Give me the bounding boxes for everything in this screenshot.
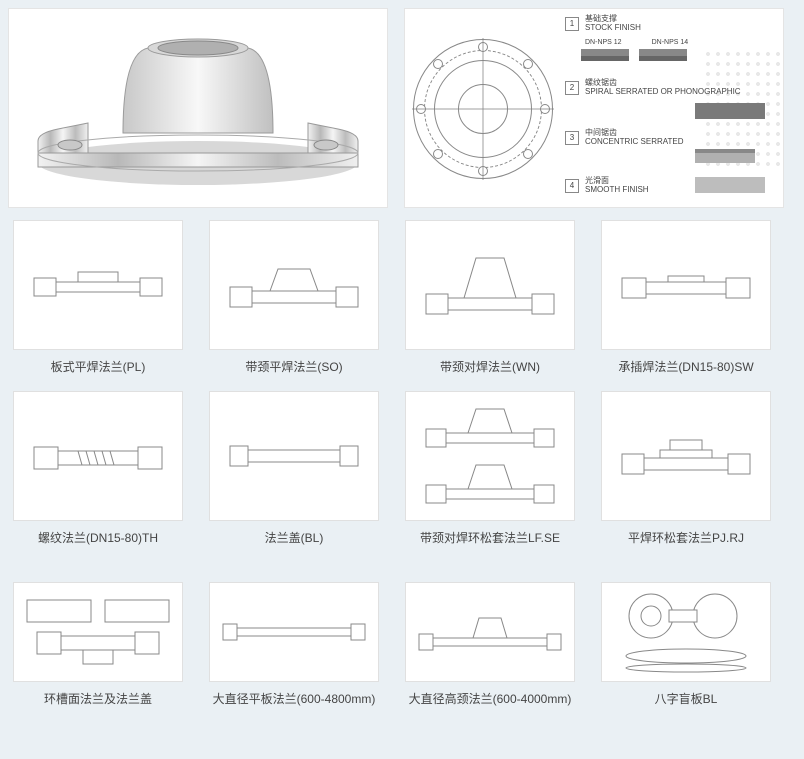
product-grid: 板式平焊法兰(PL) 带颈平焊法兰(SO) 带颈对焊法兰(WN) 承插焊法兰(DN15… <box>8 220 796 707</box>
product-label: 螺纹法兰(DN15-80)TH <box>38 529 158 546</box>
spec-index: 2 <box>565 81 579 95</box>
flange-diagram-icon <box>601 582 771 682</box>
product-label: 大直径平板法兰(600-4800mm) <box>213 690 376 707</box>
profile-swatch <box>695 103 765 119</box>
spec-sub: DN-NPS 12 <box>585 39 622 46</box>
product-card-ring[interactable]: 环槽面法兰及法兰盖 <box>8 582 188 707</box>
spec-en: SPIRAL SERRATED OR PHONOGRAPHIC <box>585 88 741 97</box>
flange-diagram-icon <box>405 391 575 521</box>
product-card-pl[interactable]: 板式平焊法兰(PL) <box>8 220 188 375</box>
profile-swatch <box>695 177 765 193</box>
profile-swatch <box>695 149 755 163</box>
spec-index: 4 <box>565 179 579 193</box>
product-label: 带颈对焊法兰(WN) <box>440 358 540 375</box>
product-card-big-flat[interactable]: 大直径平板法兰(600-4800mm) <box>204 582 384 707</box>
hero-product-render <box>8 8 388 208</box>
flange-diagram-icon <box>209 220 379 350</box>
product-card-lfse[interactable]: 带颈对焊环松套法兰LF.SE <box>400 391 580 546</box>
product-label: 法兰盖(BL) <box>265 529 324 546</box>
flange-diagram-icon <box>209 582 379 682</box>
product-card-big-neck[interactable]: 大直径高颈法兰(600-4000mm) <box>400 582 580 707</box>
flange-diagram-icon <box>13 220 183 350</box>
product-card-bl[interactable]: 法兰盖(BL) <box>204 391 384 546</box>
product-label: 平焊环松套法兰PJ.RJ <box>628 529 744 546</box>
flange-diagram-icon <box>405 582 575 682</box>
flange-diagram-icon <box>13 582 183 682</box>
product-card-th[interactable]: 螺纹法兰(DN15-80)TH <box>8 391 188 546</box>
flange-face-diagram <box>413 39 553 179</box>
flange-diagram-icon <box>13 391 183 521</box>
spec-row-2: 2 螺纹锯齿 SPIRAL SERRATED OR PHONOGRAPHIC <box>565 79 777 97</box>
product-label: 带颈平焊法兰(SO) <box>245 358 342 375</box>
flange-diagram-icon <box>601 391 771 521</box>
spec-index: 3 <box>565 131 579 145</box>
spec-row-1: 1 基础支撑 STOCK FINISH <box>565 15 777 33</box>
spec-index: 1 <box>565 17 579 31</box>
product-card-so[interactable]: 带颈平焊法兰(SO) <box>204 220 384 375</box>
flange-diagram-icon <box>209 391 379 521</box>
product-label: 板式平焊法兰(PL) <box>51 358 146 375</box>
spec-row-3: 3 中间锯齿 CONCENTRIC SERRATED <box>565 129 777 147</box>
spec-panel: 1 基础支撑 STOCK FINISH DN-NPS 12 DN-NPS 14 … <box>404 8 784 208</box>
spec-sub: DN-NPS 14 <box>652 39 689 46</box>
product-card-sw[interactable]: 承插焊法兰(DN15-80)SW <box>596 220 776 375</box>
product-card-fig8[interactable]: 八字盲板BL <box>596 582 776 707</box>
flange-render-icon <box>28 23 368 193</box>
product-label: 环槽面法兰及法兰盖 <box>44 690 152 707</box>
flange-diagram-icon <box>601 220 771 350</box>
spec-en: STOCK FINISH <box>585 24 641 33</box>
product-label: 承插焊法兰(DN15-80)SW <box>618 358 753 375</box>
profile-swatch <box>581 49 629 61</box>
spec-en: CONCENTRIC SERRATED <box>585 138 684 147</box>
product-label: 带颈对焊环松套法兰LF.SE <box>420 529 560 546</box>
flange-diagram-icon <box>405 220 575 350</box>
product-label: 八字盲板BL <box>655 690 718 707</box>
profile-swatch <box>639 49 687 61</box>
product-card-pjrj[interactable]: 平焊环松套法兰PJ.RJ <box>596 391 776 546</box>
product-card-wn[interactable]: 带颈对焊法兰(WN) <box>400 220 580 375</box>
spec-en: SMOOTH FINISH <box>585 186 649 195</box>
hero-row: 1 基础支撑 STOCK FINISH DN-NPS 12 DN-NPS 14 … <box>8 8 796 208</box>
product-label: 大直径高颈法兰(600-4000mm) <box>409 690 572 707</box>
